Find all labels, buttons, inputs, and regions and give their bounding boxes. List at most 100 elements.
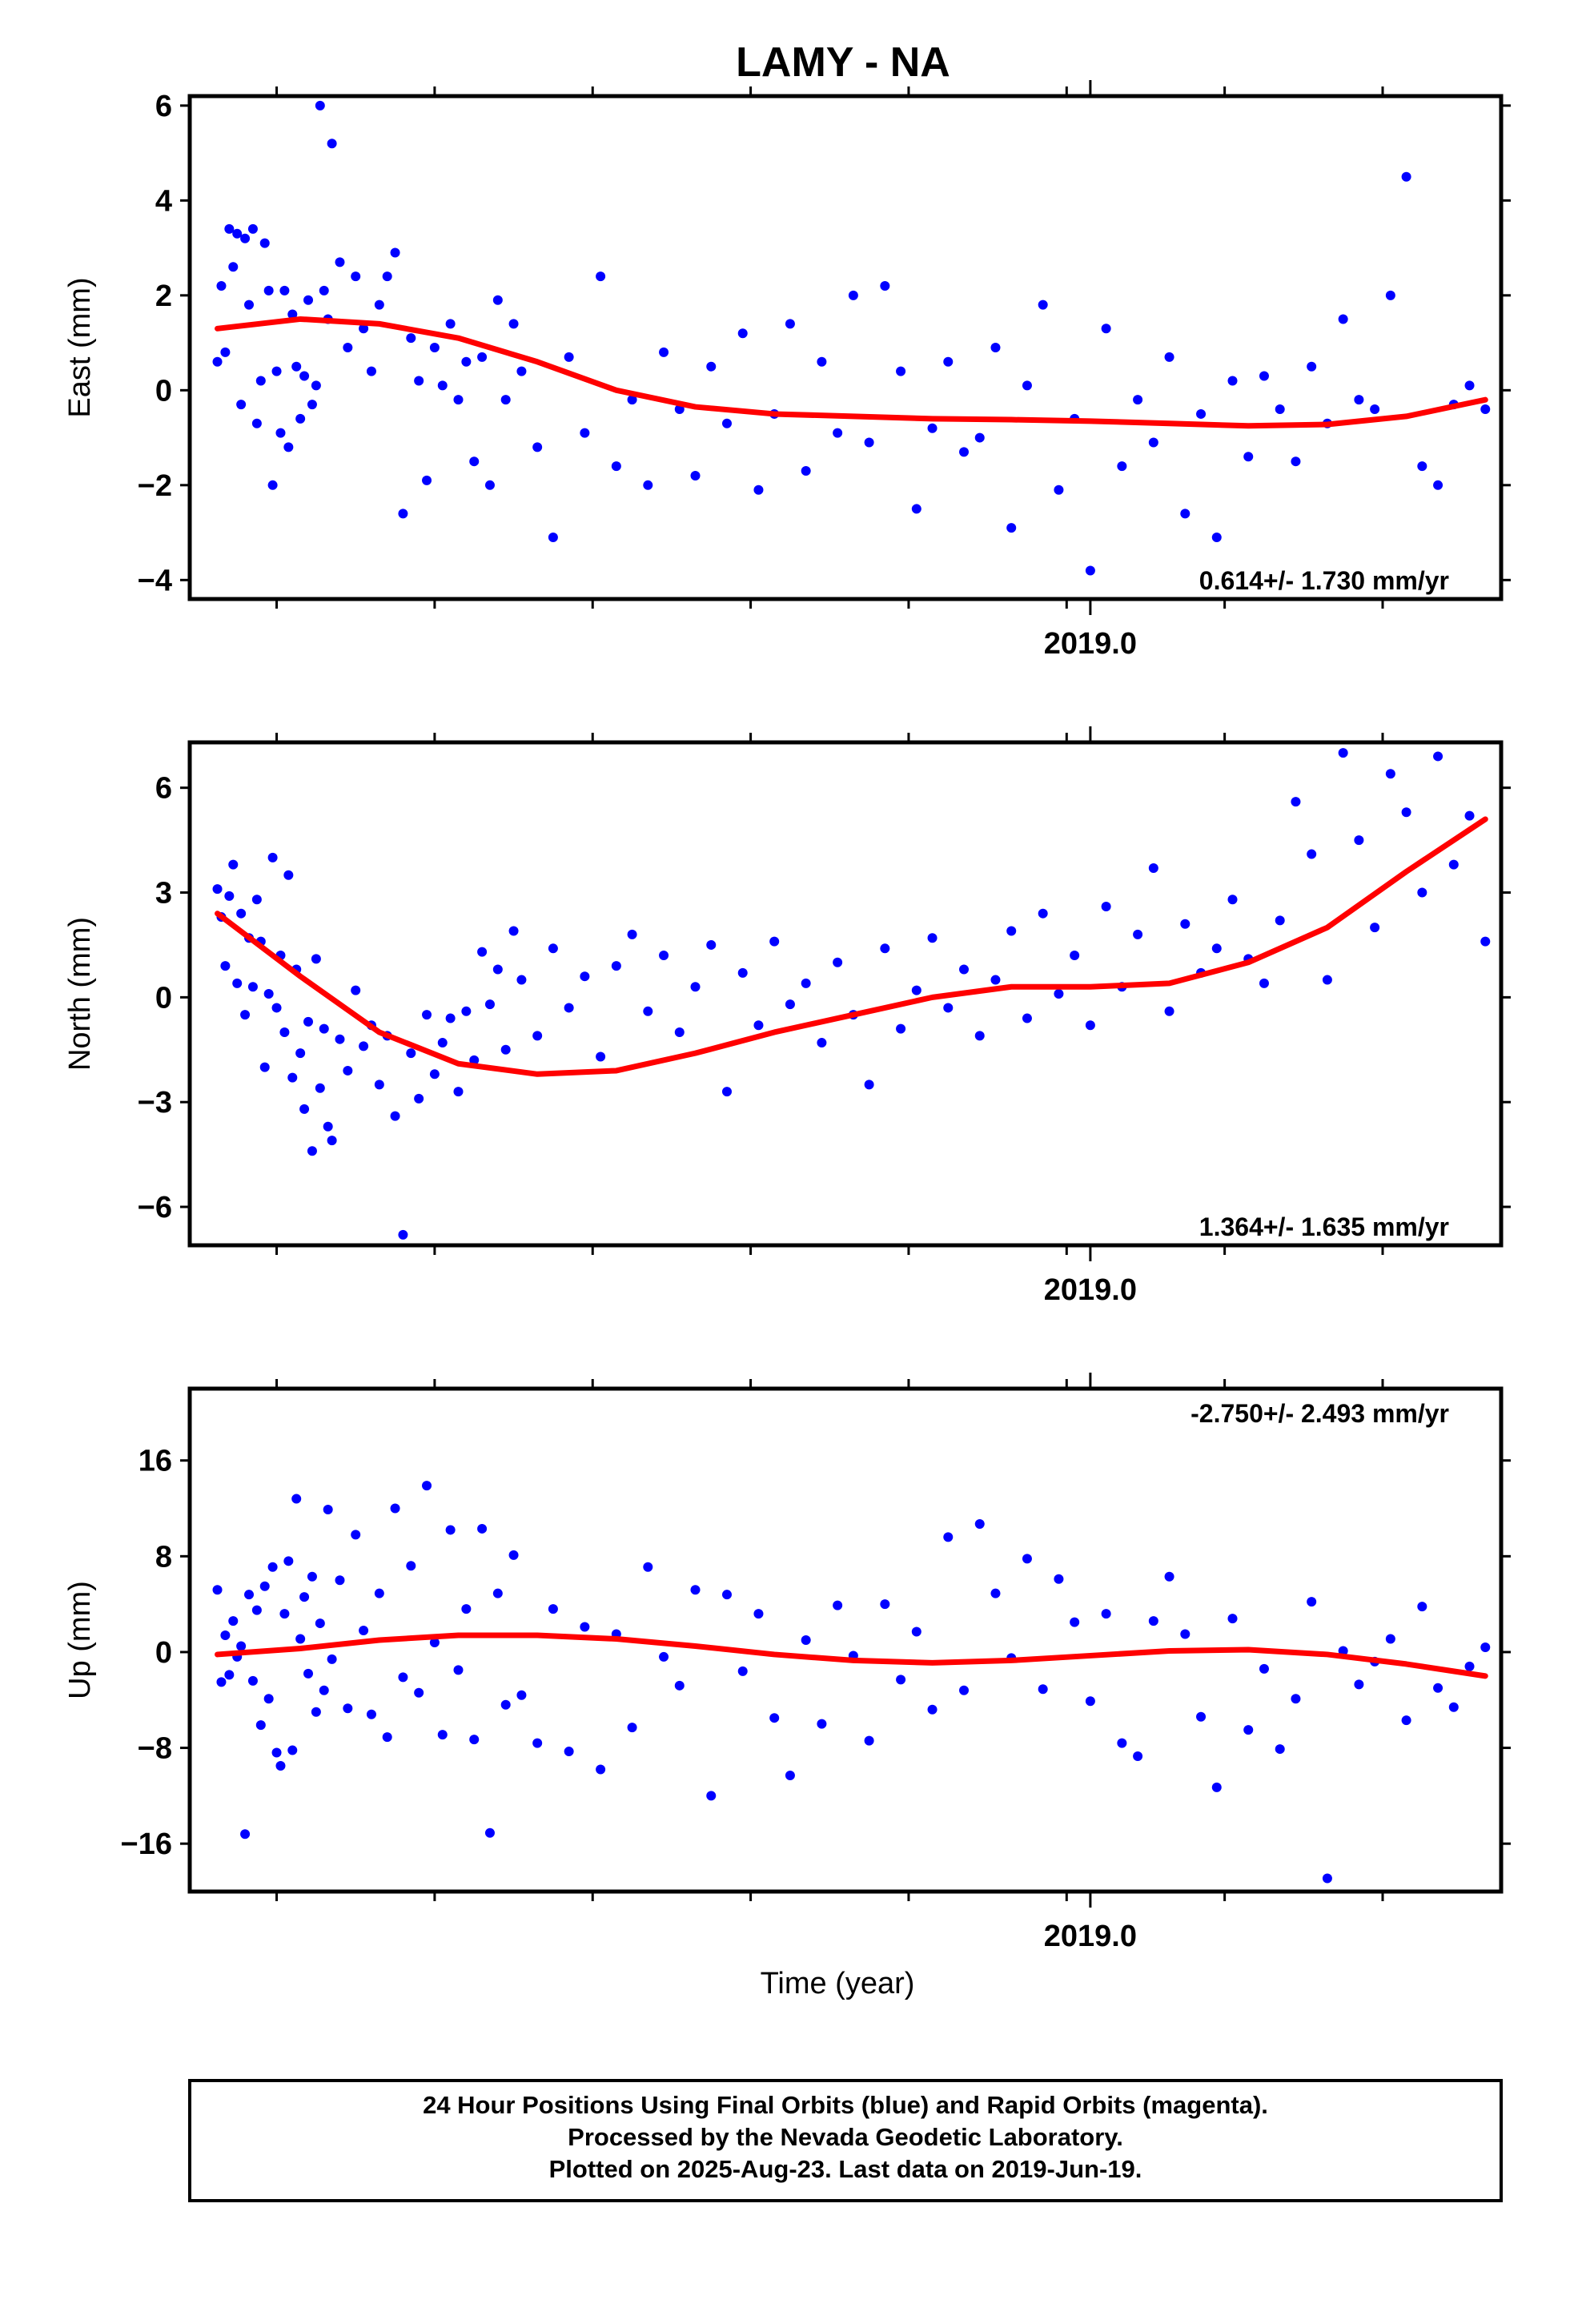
up-point xyxy=(674,1680,685,1691)
up-point xyxy=(943,1532,954,1542)
up-ytick-label: 0 xyxy=(155,1636,172,1670)
north-point xyxy=(959,964,970,975)
up-point xyxy=(596,1764,606,1775)
north-point xyxy=(1148,863,1158,873)
north-point xyxy=(508,926,519,936)
up-point xyxy=(548,1604,558,1614)
north-point xyxy=(943,1003,954,1013)
north-point xyxy=(833,957,843,967)
east-point xyxy=(659,347,669,357)
up-point xyxy=(801,1635,811,1645)
north-point xyxy=(295,1048,306,1059)
east-point xyxy=(1085,565,1095,576)
east-point xyxy=(1054,485,1064,495)
up-point xyxy=(299,1592,310,1602)
up-point xyxy=(461,1604,472,1614)
east-point xyxy=(1338,314,1348,324)
north-point xyxy=(817,1038,827,1048)
east-point xyxy=(848,290,858,300)
up-point xyxy=(263,1694,274,1704)
up-point xyxy=(315,1618,325,1629)
east-ytick-label: −4 xyxy=(138,564,172,597)
north-point xyxy=(1417,887,1427,898)
north-point xyxy=(1385,769,1395,779)
north-xtick-label: 2019.0 xyxy=(1044,1273,1137,1307)
north-point xyxy=(532,1031,543,1041)
north-point xyxy=(327,1136,337,1146)
up-point xyxy=(240,1829,251,1839)
north-point xyxy=(1180,919,1191,929)
east-ytick-label: −2 xyxy=(138,469,172,503)
up-point xyxy=(1322,1873,1332,1884)
north-point xyxy=(896,1023,906,1034)
north-point xyxy=(453,1087,464,1097)
up-point xyxy=(477,1523,488,1534)
up-point xyxy=(659,1651,669,1662)
east-point xyxy=(911,504,921,514)
north-point xyxy=(564,1003,574,1013)
east-point xyxy=(1464,380,1475,391)
east-point xyxy=(1180,509,1191,519)
east-point xyxy=(255,376,266,386)
east-point xyxy=(1038,300,1048,310)
east-point xyxy=(1243,452,1254,462)
up-point xyxy=(1101,1609,1111,1619)
up-point xyxy=(437,1730,448,1740)
east-point xyxy=(303,295,314,305)
north-point xyxy=(359,1041,369,1051)
east-point xyxy=(220,347,231,357)
up-ytick-label: 16 xyxy=(139,1445,172,1478)
east-frame xyxy=(187,94,1504,601)
up-point xyxy=(1211,1782,1222,1792)
east-point xyxy=(477,352,488,362)
east-point xyxy=(1417,461,1427,472)
east-point xyxy=(1148,437,1158,448)
up-point xyxy=(303,1668,314,1679)
north-point xyxy=(263,989,274,999)
north-point xyxy=(484,999,495,1010)
up-point xyxy=(259,1581,270,1591)
north-ylabel: North (mm) xyxy=(63,917,97,1071)
east-point xyxy=(236,400,247,410)
up-point xyxy=(335,1575,345,1586)
north-point xyxy=(1433,751,1443,762)
east-ytick-label: 6 xyxy=(155,90,172,123)
up-point xyxy=(959,1685,970,1695)
up-point xyxy=(343,1703,353,1714)
east-point xyxy=(445,319,456,329)
east-point xyxy=(319,285,329,296)
up-point xyxy=(382,1732,392,1743)
up-point xyxy=(817,1719,827,1729)
panel-up: −16 −8 0 8 16 2019.0 Up (mm) Time (year) -2.750+… xyxy=(63,1373,1511,2000)
north-point xyxy=(406,1048,416,1059)
north-point xyxy=(690,982,701,992)
up-point xyxy=(753,1609,764,1619)
north-point xyxy=(785,999,795,1010)
north-point xyxy=(212,884,223,895)
up-point xyxy=(323,1505,333,1515)
up-point xyxy=(327,1654,337,1664)
up-point xyxy=(1417,1602,1427,1612)
north-ytick-label: 6 xyxy=(155,772,172,806)
north-point xyxy=(319,1023,329,1034)
east-point xyxy=(259,238,270,248)
north-point xyxy=(1464,810,1475,821)
up-point xyxy=(275,1761,286,1771)
up-point xyxy=(896,1675,906,1685)
east-point xyxy=(335,257,345,267)
east-point xyxy=(1370,404,1380,415)
east-point xyxy=(643,480,653,490)
up-point xyxy=(1164,1571,1174,1582)
up-trend-line xyxy=(215,1632,1488,1679)
east-point xyxy=(1006,523,1017,533)
north-point xyxy=(974,1031,985,1041)
footer-line-1: 24 Hour Positions Using Final Orbits (bl… xyxy=(423,2091,1268,2119)
north-point xyxy=(500,1044,511,1055)
east-point xyxy=(406,333,416,344)
east-point xyxy=(990,343,1001,352)
east-point xyxy=(398,509,408,519)
north-point xyxy=(706,939,717,950)
north-point xyxy=(1480,936,1491,947)
north-point xyxy=(461,1006,472,1016)
